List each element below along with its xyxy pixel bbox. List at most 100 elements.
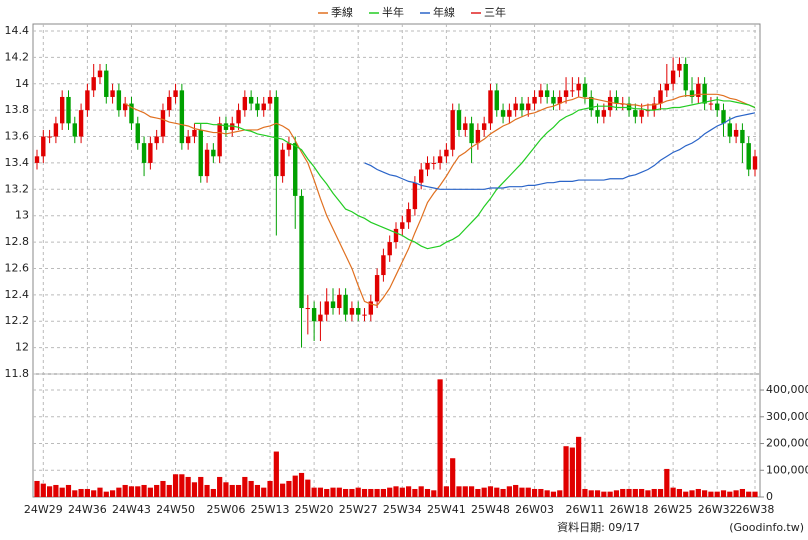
y-tick-label: 12.6 [5, 261, 30, 274]
x-tick-label: 25W20 [295, 503, 334, 516]
candle-body [211, 149, 216, 157]
candle-body [324, 301, 329, 315]
x-tick-label: 25W06 [207, 503, 246, 516]
volume-bar [664, 468, 670, 497]
volume-bar [683, 491, 689, 497]
y-tick-label: 14.2 [5, 50, 30, 63]
volume-bar [494, 487, 500, 497]
volume-bar [387, 487, 393, 497]
volume-bar [462, 486, 468, 497]
candle-body [217, 123, 222, 157]
volume-bar [217, 476, 223, 497]
volume-bar [65, 484, 72, 497]
legend-label: 季線 [331, 5, 353, 19]
moving-average-line [124, 93, 756, 307]
x-tick-label: 25W27 [339, 503, 378, 516]
volume-bar [160, 480, 166, 497]
volume-bar [550, 491, 557, 497]
x-tick-label: 24W29 [24, 503, 63, 516]
volume-bar [752, 491, 758, 497]
candle-body [519, 103, 525, 111]
candle-body [387, 242, 392, 256]
candle-body [179, 90, 185, 144]
volume-bar [513, 484, 519, 497]
volume-bar [223, 482, 229, 497]
y-tick-label: 14 [15, 77, 29, 90]
volume-bar [147, 487, 153, 497]
candle-body [135, 123, 140, 144]
candle-body [746, 143, 751, 170]
x-tick-label: 26W32 [698, 503, 737, 516]
candle-body [343, 294, 348, 315]
candle-body [689, 90, 695, 97]
volume-bar [59, 487, 65, 497]
volume-bar [103, 491, 109, 497]
x-tick-label: 26W38 [736, 503, 775, 516]
candle-body [431, 162, 436, 164]
candle-body [532, 96, 537, 104]
volume-bar [481, 487, 487, 497]
candle-body [626, 103, 632, 111]
candle-body [614, 96, 619, 104]
volume-bar [109, 490, 116, 497]
y-tick-label: 12.8 [5, 235, 30, 248]
volume-bar [601, 491, 607, 497]
candle-body [41, 136, 46, 157]
candle-body [47, 136, 52, 138]
candle-body [280, 149, 285, 177]
candle-body [129, 103, 134, 124]
volume-bar [53, 484, 59, 497]
y2-tick-label: 200,000 [766, 437, 808, 450]
y-tick-label: 13 [15, 209, 29, 222]
x-tick-label: 25W41 [427, 503, 466, 516]
volume-bar [305, 479, 311, 497]
volume-bar [298, 472, 305, 497]
y-tick-label: 13.2 [5, 182, 30, 195]
volume-bar [248, 480, 254, 497]
candle-body [255, 103, 260, 111]
volume-bar [72, 490, 78, 497]
volume-bar [374, 488, 380, 497]
volume-bar [651, 488, 657, 497]
volume-bar [544, 490, 550, 497]
candle-body [59, 96, 65, 124]
volume-bar [424, 488, 431, 497]
volume-bar [632, 488, 638, 497]
volume-bar [620, 488, 626, 497]
volume-bar [657, 488, 664, 497]
candle-body [122, 103, 128, 111]
volume-bar [588, 490, 594, 497]
volume-bar [626, 488, 632, 497]
candle-body [104, 70, 109, 97]
candle-body [286, 143, 292, 150]
volume-bar [594, 490, 601, 497]
candle-body [381, 255, 386, 276]
candle-body [658, 90, 663, 104]
legend-label: 年線 [433, 5, 455, 19]
candle-body [167, 96, 172, 111]
volume-bar [468, 486, 475, 497]
volume-bar [393, 486, 399, 497]
candle-body [488, 90, 493, 124]
volume-bar [172, 474, 179, 497]
candle-body [148, 143, 153, 163]
candle-body [97, 70, 103, 78]
candle-body [589, 96, 594, 111]
volume-bar [613, 490, 620, 497]
candle-body [538, 90, 544, 97]
candle-body [551, 96, 556, 104]
volume-bar [84, 488, 90, 497]
candle-body [362, 314, 367, 316]
candle-body [173, 90, 178, 97]
candle-body [444, 149, 449, 157]
volume-bar [506, 486, 512, 497]
volume-bar [531, 488, 538, 497]
volume-bar [292, 475, 298, 497]
candle-body [34, 156, 40, 163]
candle-body [601, 110, 607, 117]
candle-body [311, 308, 317, 322]
candle-body [267, 96, 273, 104]
candle-body [141, 143, 147, 163]
x-tick-label: 24W36 [68, 503, 107, 516]
